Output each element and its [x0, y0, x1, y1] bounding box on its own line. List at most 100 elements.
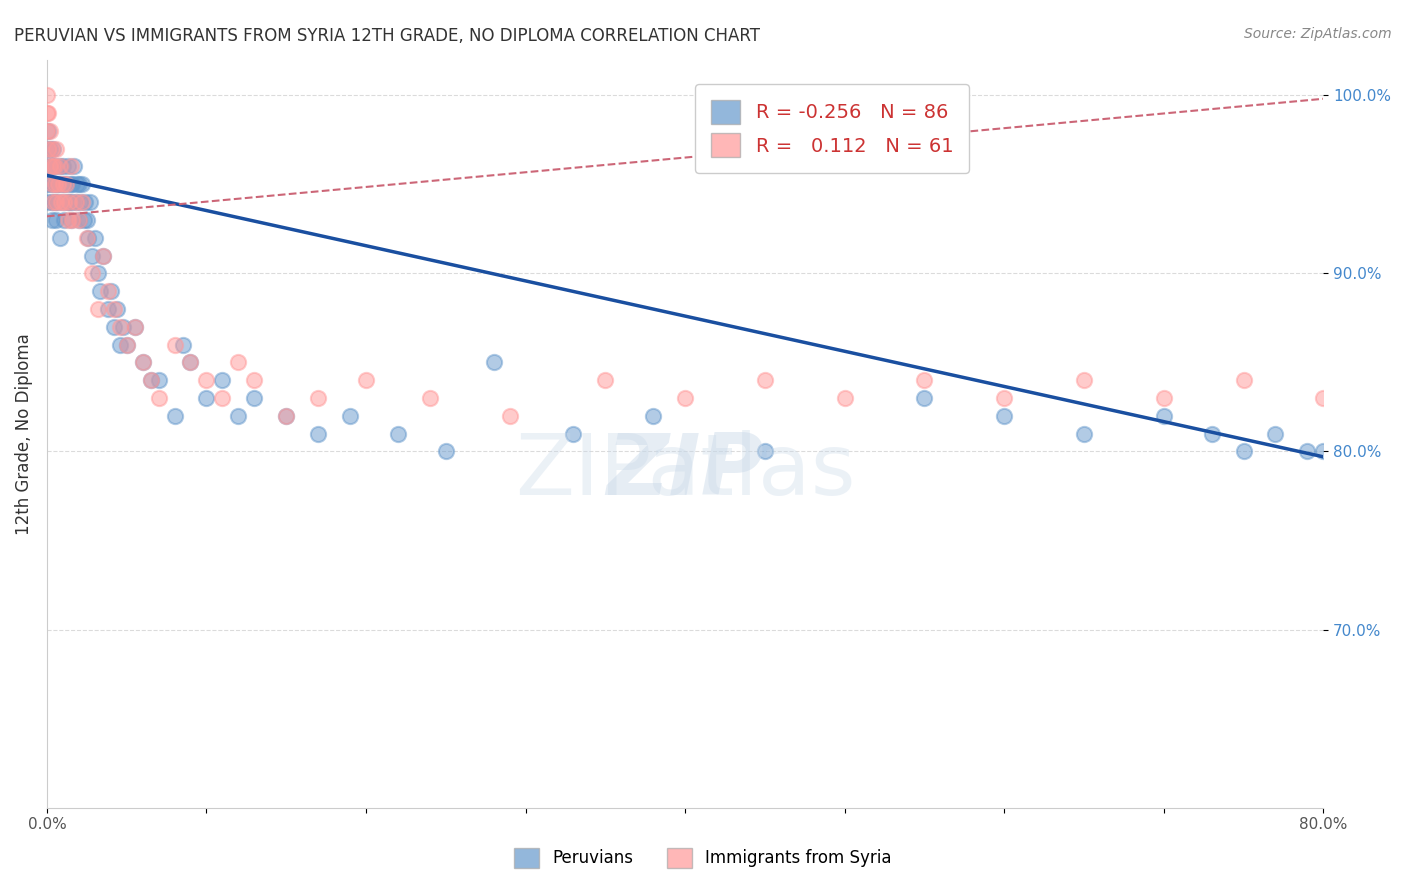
- Point: [1312, 391, 1334, 405]
- Point: [131, 355, 153, 369]
- Text: ZIPatlas: ZIPatlas: [515, 430, 855, 513]
- Point: [228, 409, 250, 423]
- Point: [65, 195, 87, 210]
- Point: [243, 391, 266, 405]
- Point: [148, 391, 170, 405]
- Point: [44, 160, 66, 174]
- Point: [39, 124, 62, 138]
- Point: [179, 355, 201, 369]
- Point: [115, 337, 138, 351]
- Point: [91, 248, 114, 262]
- Point: [35, 88, 58, 103]
- Point: [1296, 444, 1319, 458]
- Point: [103, 301, 125, 316]
- Point: [44, 160, 66, 174]
- Point: [211, 391, 233, 405]
- Point: [41, 195, 63, 210]
- Point: [1073, 426, 1095, 441]
- Point: [52, 195, 75, 210]
- Point: [243, 373, 266, 387]
- Point: [100, 284, 122, 298]
- Point: [79, 195, 101, 210]
- Point: [35, 124, 58, 138]
- Point: [46, 178, 69, 192]
- Point: [103, 319, 125, 334]
- Point: [35, 106, 58, 120]
- Point: [58, 195, 80, 210]
- Point: [37, 142, 59, 156]
- Point: [228, 355, 250, 369]
- Point: [70, 195, 93, 210]
- Point: [75, 195, 97, 210]
- Point: [67, 213, 90, 227]
- Point: [66, 178, 89, 192]
- Point: [62, 178, 84, 192]
- Text: Source: ZipAtlas.com: Source: ZipAtlas.com: [1244, 27, 1392, 41]
- Point: [110, 337, 132, 351]
- Point: [76, 213, 98, 227]
- Legend: Peruvians, Immigrants from Syria: Peruvians, Immigrants from Syria: [508, 841, 898, 875]
- Point: [56, 213, 79, 227]
- Point: [42, 178, 65, 192]
- Point: [1232, 373, 1254, 387]
- Point: [754, 444, 776, 458]
- Point: [562, 426, 585, 441]
- Point: [643, 409, 665, 423]
- Point: [76, 230, 98, 244]
- Point: [87, 266, 110, 280]
- Point: [45, 142, 67, 156]
- Point: [41, 178, 63, 192]
- Point: [67, 213, 90, 227]
- Y-axis label: 12th Grade, No Diploma: 12th Grade, No Diploma: [15, 333, 32, 534]
- Point: [45, 213, 67, 227]
- Point: [37, 195, 59, 210]
- Point: [55, 178, 77, 192]
- Point: [105, 301, 128, 316]
- Point: [59, 213, 82, 227]
- Point: [52, 160, 75, 174]
- Point: [37, 160, 59, 174]
- Point: [48, 230, 70, 244]
- Point: [1201, 426, 1223, 441]
- Point: [80, 248, 103, 262]
- Point: [45, 195, 67, 210]
- Point: [72, 213, 94, 227]
- Text: PERUVIAN VS IMMIGRANTS FROM SYRIA 12TH GRADE, NO DIPLOMA CORRELATION CHART: PERUVIAN VS IMMIGRANTS FROM SYRIA 12TH G…: [14, 27, 761, 45]
- Point: [354, 373, 377, 387]
- Point: [91, 248, 114, 262]
- Point: [53, 213, 76, 227]
- Point: [59, 160, 82, 174]
- Point: [912, 391, 935, 405]
- Point: [482, 355, 505, 369]
- Point: [1073, 373, 1095, 387]
- Point: [96, 284, 118, 298]
- Legend: R = -0.256   N = 86, R =   0.112   N = 61: R = -0.256 N = 86, R = 0.112 N = 61: [696, 84, 969, 172]
- Point: [56, 195, 79, 210]
- Point: [673, 391, 696, 405]
- Point: [39, 178, 62, 192]
- Point: [96, 301, 118, 316]
- Point: [55, 178, 77, 192]
- Point: [115, 337, 138, 351]
- Point: [124, 319, 146, 334]
- Point: [44, 195, 66, 210]
- Point: [754, 373, 776, 387]
- Point: [37, 124, 59, 138]
- Point: [67, 178, 90, 192]
- Point: [89, 284, 111, 298]
- Point: [35, 142, 58, 156]
- Point: [148, 373, 170, 387]
- Point: [595, 373, 617, 387]
- Point: [124, 319, 146, 334]
- Point: [87, 301, 110, 316]
- Point: [52, 178, 75, 192]
- Point: [42, 195, 65, 210]
- Point: [53, 195, 76, 210]
- Point: [41, 142, 63, 156]
- Point: [41, 160, 63, 174]
- Point: [46, 195, 69, 210]
- Point: [419, 391, 441, 405]
- Point: [195, 391, 218, 405]
- Point: [37, 106, 59, 120]
- Point: [1153, 409, 1175, 423]
